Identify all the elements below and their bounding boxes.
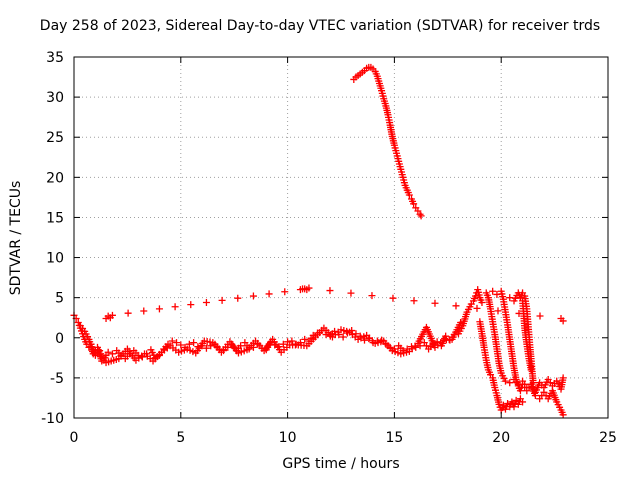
data-point-branch-2 [501,377,509,385]
data-point-main [168,337,176,345]
y-tick-label: 20 [46,170,64,186]
data-point-branch-1 [510,403,518,411]
data-point-branch-2 [559,411,567,419]
data-point-isolated [155,305,163,313]
data-point-isolated [473,304,481,312]
data-point-main-b [457,319,465,327]
data-point-isolated [431,299,439,307]
y-tick-label: -5 [50,371,64,387]
data-point-main [478,298,486,306]
data-point-high-arc [416,210,424,218]
data-point-isolated [234,294,242,302]
data-point-main [288,337,296,345]
data-point-main [412,343,420,351]
chart-title: Day 258 of 2023, Sidereal Day-to-day VTE… [39,18,601,34]
data-point-branch-3 [559,374,567,382]
data-point-high-arc [405,191,413,199]
data-point-main [442,332,450,340]
data-point-branch-1 [512,396,520,404]
data-point-main [352,330,360,338]
data-point-main [279,340,287,348]
data-point-isolated [536,312,544,320]
x-ticks: 0 5 10 15 20 25 [70,57,617,446]
data-point-isolated [347,289,355,297]
data-point-branch-1 [499,401,507,409]
data-point-branch-5 [529,379,537,387]
data-point-isolated [187,301,195,309]
y-tick-label: 30 [46,90,64,106]
data-point-main-b [98,357,106,365]
data-point-main [237,342,245,350]
data-point-branch-1 [519,398,527,406]
data-point-branch-3 [513,379,521,387]
data-point-main [177,341,185,349]
y-tick-label: -10 [41,411,64,427]
y-ticks: -10 -5 0 5 10 15 20 25 30 35 [41,50,608,427]
data-point-main [331,327,339,335]
data-point-isolated [140,307,148,315]
data-point-branch-3 [512,375,520,383]
y-tick-label: 15 [46,210,64,226]
data-point-branch-2 [506,379,514,387]
data-point-main [108,350,116,358]
data-point-isolated [559,317,567,325]
data-point-main [173,339,181,347]
x-tick-label: 0 [70,430,79,446]
data-point-main [360,336,368,344]
data-point-high-arc [417,212,425,220]
data-point-main [472,292,480,300]
data-point-isolated [515,309,523,317]
y-tick-label: 5 [55,291,64,307]
data-point-isolated [249,292,257,300]
data-point-main [433,338,441,346]
data-point-branch-3 [516,387,524,395]
data-point-isolated [368,292,376,300]
data-point-isolated [218,296,226,304]
y-tick-label: 35 [46,50,64,66]
x-tick-label: 15 [385,430,403,446]
data-point-main [104,348,112,356]
x-tick-label: 10 [279,430,297,446]
x-tick-label: 25 [599,430,617,446]
data-point-branch-3 [489,287,497,295]
data-point-main [301,335,309,343]
plot-frame [73,56,609,419]
x-tick-label: 5 [176,430,185,446]
data-point-isolated [326,287,334,295]
data-point-branch-1 [511,400,519,408]
y-tick-label: 25 [46,130,64,146]
data-point-main [185,340,193,348]
data-point-isolated [171,303,179,311]
grid-lines [74,57,608,418]
data-point-isolated [410,297,418,305]
x-axis-label: GPS time / hours [282,456,400,472]
data-point-isolated [452,302,460,310]
data-point-high-arc [410,200,418,208]
data-points [70,63,567,419]
data-point-isolated [108,311,116,319]
data-point-isolated [305,284,313,292]
data-point-main [339,333,347,341]
data-point-isolated [265,290,273,298]
y-axis-label: SDTVAR / TECUs [8,180,24,296]
data-point-isolated [281,288,289,296]
y-tick-label: 10 [46,251,64,267]
data-point-main [202,344,210,352]
x-tick-label: 20 [492,430,510,446]
data-point-main [190,339,198,347]
y-tick-label: 0 [55,331,64,347]
data-point-isolated [124,309,132,317]
data-point-isolated [202,298,210,306]
data-point-isolated [494,307,502,315]
data-point-isolated [389,294,397,302]
